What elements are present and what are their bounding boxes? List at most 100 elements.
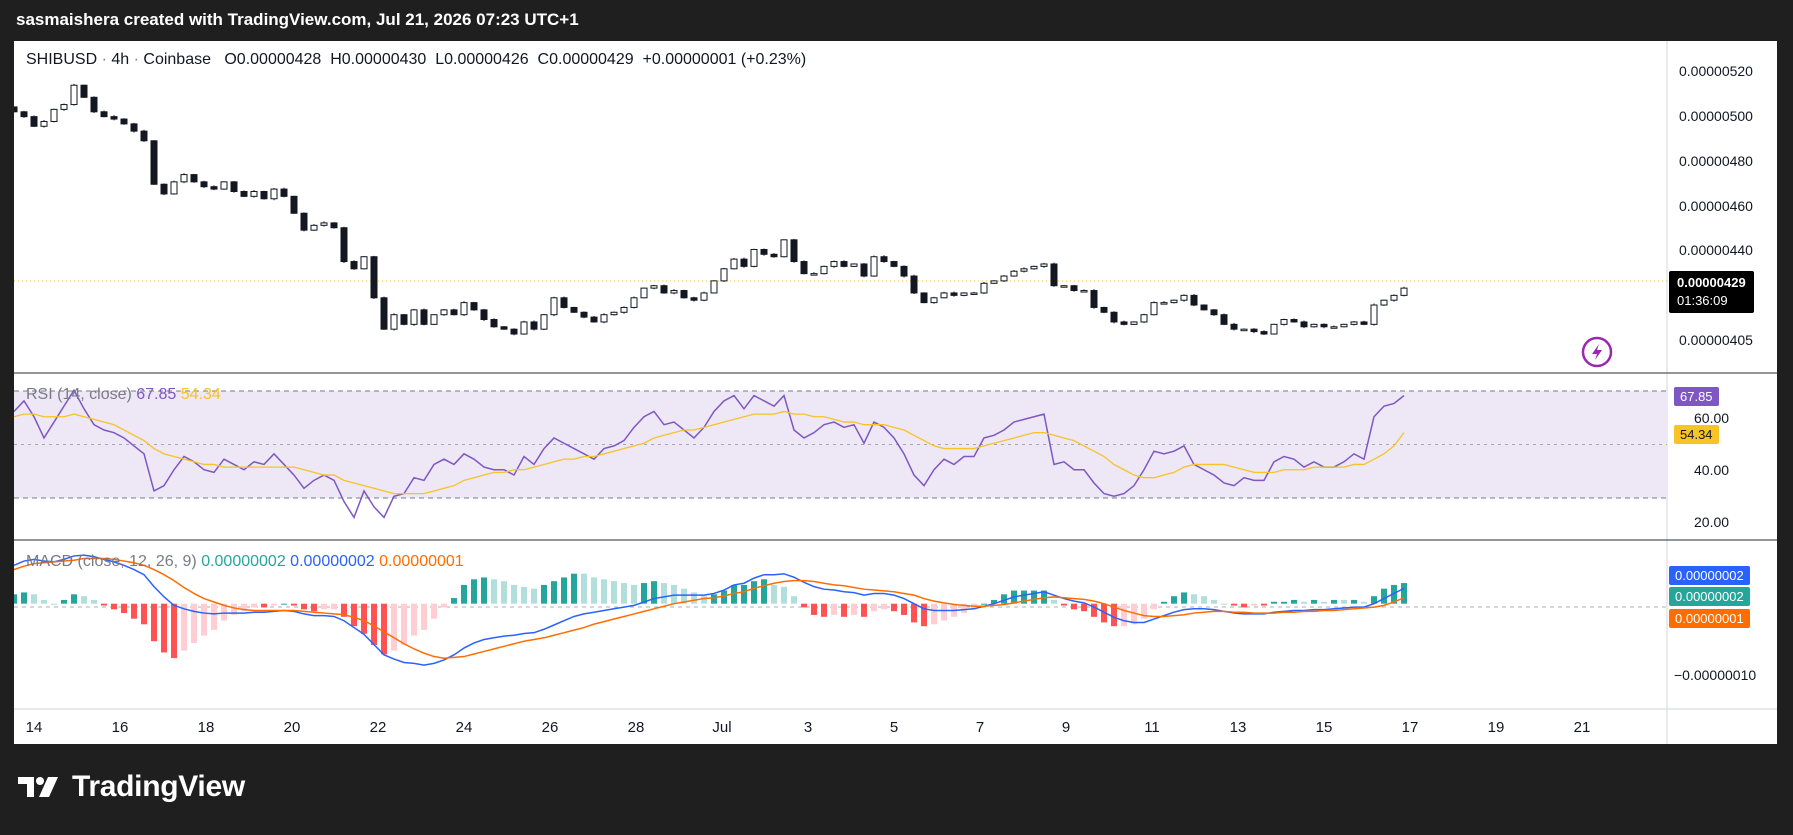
candle-body — [280, 188, 288, 197]
candle-body — [1110, 311, 1118, 323]
macd-hist-bar — [771, 584, 777, 604]
macd-hist-bar — [501, 581, 507, 604]
candle-body — [510, 328, 518, 335]
candle-body — [290, 195, 298, 214]
macd-hist-bar — [1391, 584, 1397, 604]
macd-hist-bar — [431, 603, 437, 619]
macd-title[interactable]: MACD (close, 12, 26, 9) — [26, 553, 197, 570]
macd-hist-bar — [641, 583, 647, 604]
macd-hist-bar — [541, 584, 547, 604]
candle-body — [300, 212, 308, 231]
candle-body — [540, 314, 548, 330]
candle-body — [1180, 294, 1188, 301]
lightning-icon[interactable] — [1581, 336, 1613, 368]
candle-body — [760, 248, 768, 255]
candle-body — [740, 258, 748, 267]
price-axis[interactable]: 0.00000520 0.00000500 0.00000480 0.00000… — [1679, 63, 1753, 348]
macd-hist-bar — [941, 603, 947, 621]
macd-hist-bar — [561, 577, 567, 604]
candle-body — [1260, 331, 1268, 335]
macd-signal-value: 0.00000001 — [379, 553, 464, 570]
symbol-name[interactable]: SHIBUSD — [26, 51, 98, 68]
ohlc-open-value: 0.00000428 — [236, 51, 322, 68]
macd-hist-bar — [51, 603, 57, 605]
candle-body — [1380, 299, 1388, 306]
macd-hist-bar — [1251, 603, 1257, 606]
rsi-legend[interactable]: RSI (14, close) 67.85 54.34 — [26, 386, 221, 404]
candle-body — [610, 311, 618, 316]
time-axis[interactable]: 14 16 18 20 22 24 26 28 Jul 3 5 7 9 11 13 15 17 19 21 — [26, 719, 1591, 736]
candle-body — [790, 239, 798, 263]
macd-hist-bar — [1281, 601, 1287, 604]
price-tick: 0.00000440 — [1679, 242, 1753, 258]
rsi-line — [14, 388, 1405, 520]
symbol-interval[interactable]: 4h — [111, 51, 130, 68]
candle-body — [100, 111, 108, 118]
price-tick: 0.00000520 — [1679, 63, 1753, 79]
candle-body — [670, 290, 678, 294]
macd-hist-bar — [961, 603, 967, 614]
candle-body — [600, 314, 608, 323]
price-legend[interactable]: SHIBUSD · 4h · Coinbase O0.00000428 H0.0… — [26, 51, 806, 69]
macd-hist-bar — [71, 594, 77, 604]
candle-body — [120, 118, 128, 125]
candle-body — [400, 314, 408, 325]
macd-histogram — [14, 573, 1407, 659]
price-candles — [14, 83, 1408, 336]
chart-canvas[interactable]: 0.00000520 0.00000500 0.00000480 0.00000… — [14, 41, 1777, 744]
macd-hist-bar — [721, 590, 727, 604]
macd-lines — [14, 554, 1405, 666]
macd-hist-bar — [781, 586, 787, 604]
rsi-tick: 40.00 — [1694, 462, 1729, 478]
macd-legend[interactable]: MACD (close, 12, 26, 9) 0.00000002 0.000… — [26, 553, 464, 571]
chart-frame[interactable]: 0.00000520 0.00000500 0.00000480 0.00000… — [14, 41, 1777, 744]
macd-hist-bar — [351, 603, 357, 627]
candle-body — [350, 261, 358, 270]
macd-hist-bar — [691, 592, 697, 604]
candle-body — [970, 292, 978, 295]
candle-body — [700, 292, 708, 301]
candle-body — [890, 261, 898, 267]
macd-hist-bar — [571, 573, 577, 604]
candle-body — [1090, 290, 1098, 308]
macd-hist-bar — [111, 603, 117, 610]
macd-hist-bar — [661, 583, 667, 604]
candle-body — [310, 224, 318, 231]
tradingview-logo[interactable]: TradingView — [18, 770, 245, 804]
time-tick: 14 — [26, 719, 43, 736]
macd-hist-bar — [471, 579, 477, 604]
candle-body — [80, 84, 88, 98]
macd-hist-bar — [1131, 603, 1137, 625]
ohlc-high-label: H — [330, 51, 342, 68]
macd-hist-tag: 0.00000002 — [1669, 587, 1750, 606]
candle-body — [1370, 304, 1378, 325]
macd-hist-bar — [741, 584, 747, 604]
macd-hist-bar — [191, 603, 197, 644]
macd-hist-bar — [231, 603, 237, 615]
legend-separator: · — [101, 51, 107, 68]
time-tick: 22 — [370, 719, 387, 736]
macd-hist-bar — [411, 603, 417, 636]
candle-body — [1250, 328, 1258, 333]
ohlc-close-value: 0.00000429 — [549, 51, 634, 68]
macd-signal-line — [14, 557, 1405, 660]
candle-body — [260, 191, 268, 200]
candle-body — [990, 280, 998, 284]
candle-body — [1200, 304, 1208, 311]
macd-axis[interactable]: −0.00000010 — [1674, 667, 1756, 683]
last-price-value: 0.00000429 — [1677, 275, 1746, 290]
macd-hist-bar — [901, 603, 907, 615]
rsi-axis[interactable]: 60.00 40.00 20.00 — [1694, 410, 1729, 530]
macd-hist-bar — [931, 603, 937, 625]
price-tick: 0.00000460 — [1679, 198, 1753, 214]
candle-body — [1330, 326, 1338, 329]
candle-body — [780, 239, 788, 258]
macd-hist-bar — [1101, 603, 1107, 623]
last-price-tag[interactable]: 0.00000429 01:36:09 — [1669, 271, 1754, 313]
candle-body — [800, 261, 808, 275]
candle-body — [500, 326, 508, 330]
macd-line-value: 0.00000002 — [290, 553, 375, 570]
candle-body — [1160, 302, 1168, 305]
rsi-title[interactable]: RSI (14, close) — [26, 386, 132, 403]
macd-hist-bar — [631, 584, 637, 604]
